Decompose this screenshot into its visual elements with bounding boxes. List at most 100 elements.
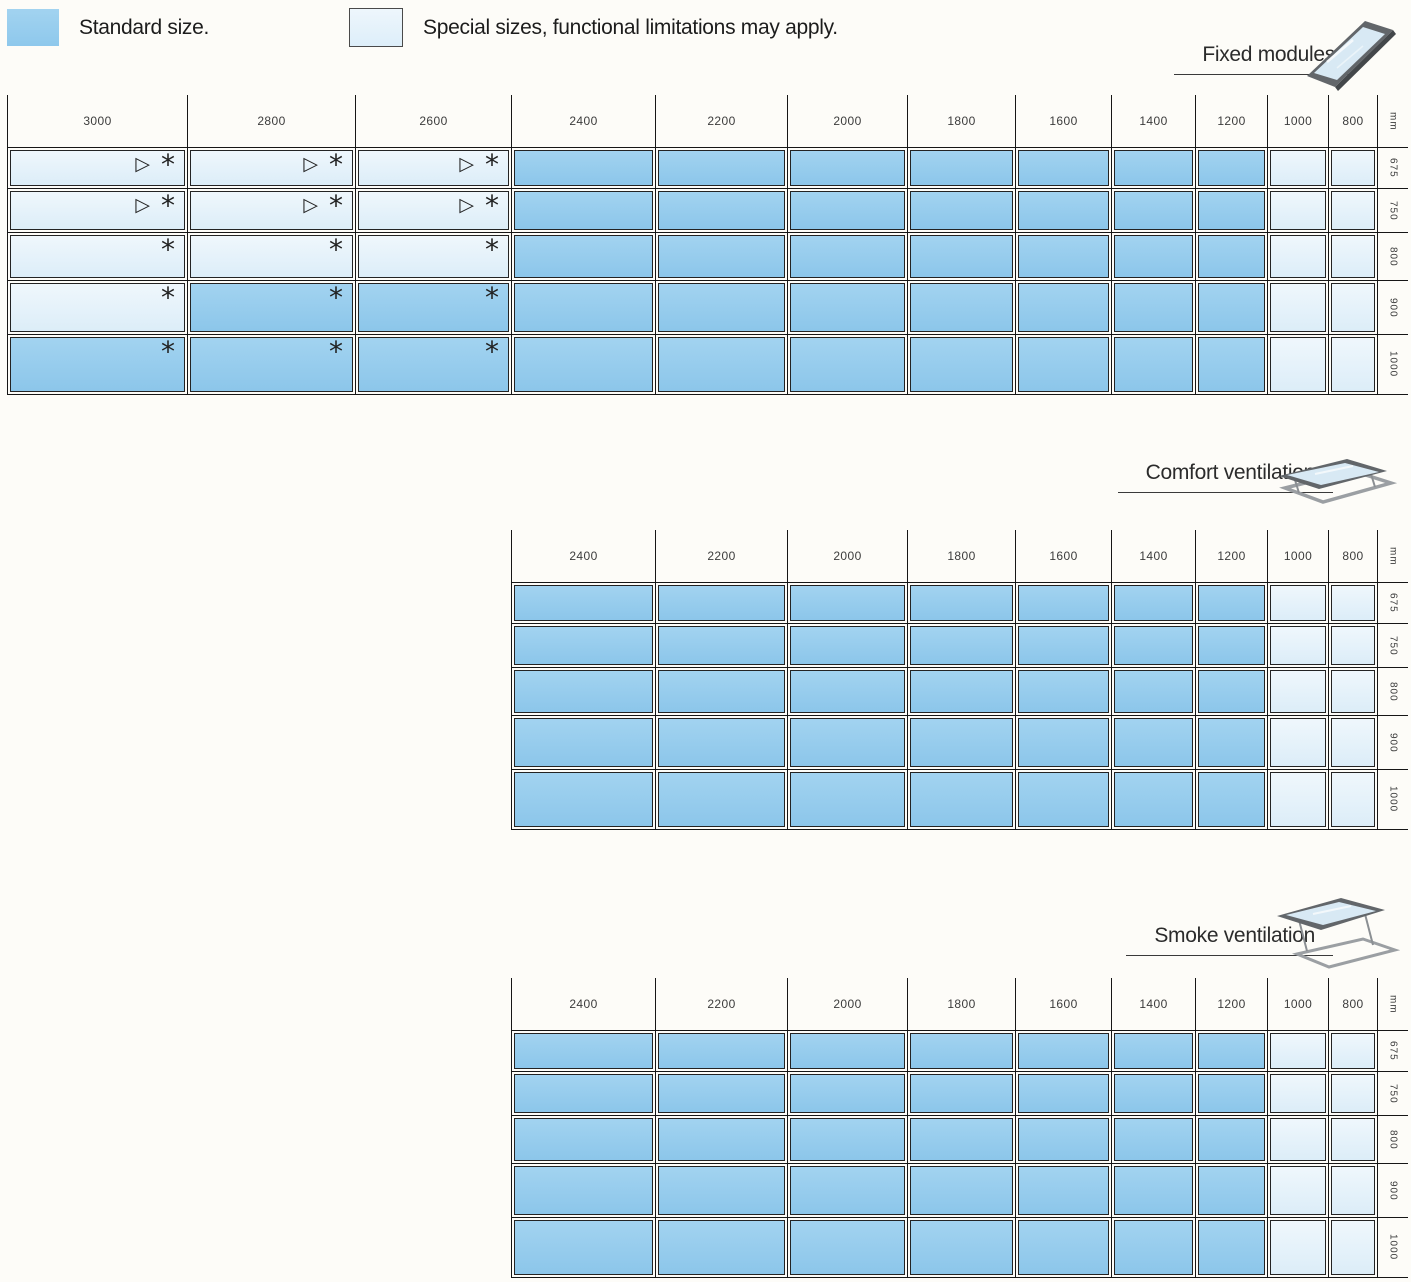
row-label-675: 675: [1387, 593, 1399, 613]
column-header-row: 2400 2200 2000 1800 1600 1400 1200 1000 800 mm: [512, 978, 1408, 1031]
section-title-fixed-modules: Fixed modules: [1174, 29, 1353, 75]
grid-slot: [788, 281, 908, 334]
grid-slot: [512, 1218, 656, 1277]
column-header-1600: 1600: [1016, 978, 1112, 1030]
triangle-symbol: ▷: [135, 194, 150, 216]
grid-slot: [656, 624, 788, 667]
grid-slot: *: [188, 335, 356, 394]
grid-slot: [1329, 583, 1378, 623]
size-row-675: 675: [512, 583, 1408, 624]
size-cell-standard: [790, 191, 905, 230]
grid-slot: [656, 583, 788, 623]
standard-size-label: Standard size.: [79, 15, 210, 39]
grid-slot: [908, 624, 1016, 667]
grid-slot: [1196, 335, 1268, 394]
size-cell-standard: [514, 626, 653, 665]
cell-symbols: *: [329, 284, 343, 312]
grid-slot: [512, 1072, 656, 1115]
size-cell-standard: [790, 772, 905, 827]
row-label-800: 800: [1387, 246, 1399, 267]
column-header-1800: 1800: [908, 978, 1016, 1030]
column-header-row: 3000 2800 2600 2400 2200 2000 1800 1600 1400 1200…: [8, 95, 1408, 148]
column-header-1200: 1200: [1196, 95, 1268, 147]
grid-slot: [788, 148, 908, 188]
grid-slot: [1016, 1218, 1112, 1277]
column-header-2000: 2000: [788, 95, 908, 147]
asterisk-symbol: *: [161, 281, 175, 314]
size-row-1000: * * * 1000: [8, 335, 1408, 395]
size-cell-standard: [910, 1074, 1013, 1113]
grid-slot: [1016, 189, 1112, 232]
asterisk-symbol: *: [161, 148, 175, 181]
grid-slot: [1329, 1218, 1378, 1277]
asterisk-symbol: *: [329, 148, 343, 181]
size-cell-standard: [1198, 1074, 1265, 1113]
grid-slot: [1329, 1031, 1378, 1071]
grid-slot: [1196, 148, 1268, 188]
column-header-2200: 2200: [656, 95, 788, 147]
asterisk-symbol: *: [485, 233, 499, 266]
size-cell-standard: [658, 1074, 785, 1113]
grid-slot: [1196, 716, 1268, 769]
grid-slot: [1112, 583, 1196, 623]
grid-slot: [1112, 148, 1196, 188]
size-row-800: 800: [512, 1116, 1408, 1164]
column-header-1400: 1400: [1112, 530, 1196, 582]
grid-slot: [1112, 668, 1196, 715]
unit-label: mm: [1387, 546, 1399, 566]
size-row-800: 800: [512, 668, 1408, 716]
size-cell-standard: [658, 585, 785, 621]
size-cell-special: [1270, 1166, 1326, 1215]
grid-slot: [1329, 233, 1378, 280]
grid-slot: [512, 716, 656, 769]
size-cell-standard: *: [358, 337, 509, 392]
size-cell-standard: [1018, 337, 1109, 392]
size-cell-standard: [1018, 772, 1109, 827]
grid-slot: [1268, 189, 1329, 232]
grid-slot: [1196, 668, 1268, 715]
size-cell-standard: [790, 337, 905, 392]
column-header-2600: 2600: [356, 95, 512, 147]
size-cell-standard: [1198, 150, 1265, 186]
size-cell-standard: [658, 1220, 785, 1275]
column-header-2200: 2200: [656, 978, 788, 1030]
grid-slot: [1196, 1072, 1268, 1115]
size-cell-standard: [1018, 670, 1109, 713]
grid-slot: [1329, 624, 1378, 667]
size-cell-standard: [910, 718, 1013, 767]
size-row-900: 900: [512, 716, 1408, 770]
size-cell-standard: [514, 283, 653, 332]
size-cell-special: [1270, 670, 1326, 713]
grid-slot: [1329, 668, 1378, 715]
size-row-750: 750: [512, 624, 1408, 668]
size-cell-special: [1270, 1118, 1326, 1161]
size-cell-standard: [1018, 1220, 1109, 1275]
row-label-800: 800: [1387, 681, 1399, 702]
size-cell-standard: [658, 1166, 785, 1215]
size-cell-standard: [658, 670, 785, 713]
size-cell-standard: [790, 670, 905, 713]
row-label-1000: 1000: [1387, 786, 1399, 813]
asterisk-symbol: *: [329, 335, 343, 368]
size-cell-standard: [514, 1220, 653, 1275]
size-cell-standard: [658, 191, 785, 230]
size-cell-special: [1270, 772, 1326, 827]
size-cell-standard: [1114, 337, 1193, 392]
size-cell-standard: [1018, 191, 1109, 230]
size-cell-standard: [658, 283, 785, 332]
triangle-symbol: ▷: [459, 153, 474, 175]
grid-slot: [1196, 583, 1268, 623]
size-cell-standard: [790, 283, 905, 332]
grid-slot: [908, 583, 1016, 623]
size-cell-standard: *: [190, 283, 353, 332]
grid-slot: [656, 770, 788, 829]
asterisk-symbol: *: [329, 189, 343, 222]
grid-slot: [656, 1031, 788, 1071]
special-size-swatch: [349, 8, 404, 47]
grid-slot: [788, 624, 908, 667]
size-cell-standard: [1198, 235, 1265, 278]
cell-symbols: *: [161, 281, 175, 314]
grid-slot: [788, 335, 908, 394]
size-cell-special: ▷ *: [358, 150, 509, 186]
grid-slot: [656, 148, 788, 188]
